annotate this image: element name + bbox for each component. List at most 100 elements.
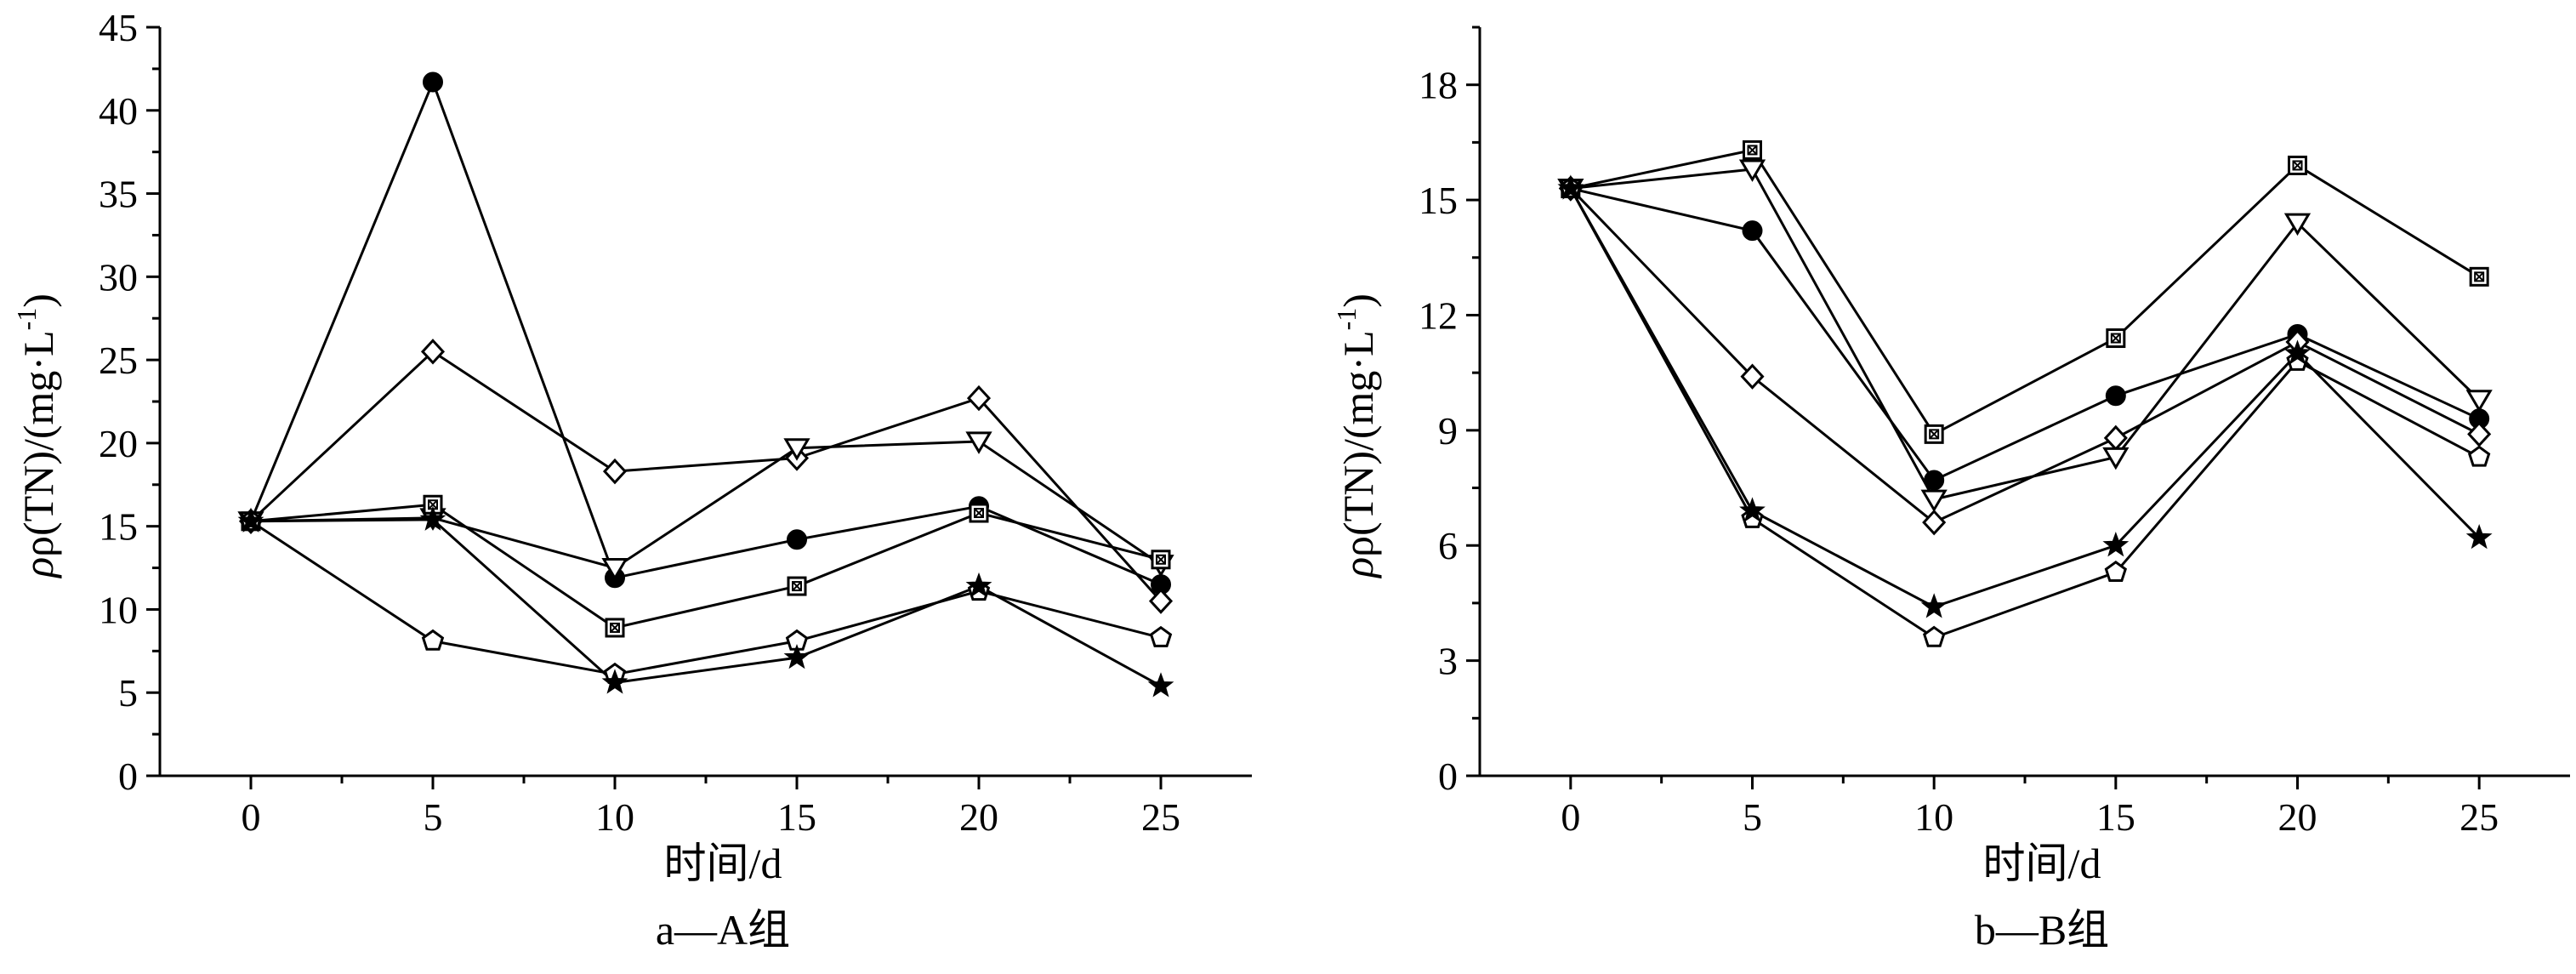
series-line-open-triangle-down (250, 440, 1162, 570)
x-tick-label: 0 (1561, 795, 1580, 839)
y-axis-title-sup: -1 (1331, 308, 1362, 331)
y-tick-label: 10 (99, 588, 138, 631)
data-point-boxed-square (787, 576, 807, 596)
x-axis-title: 时间/d (664, 840, 782, 887)
series-line-open-pentagon (1569, 187, 2480, 640)
data-point-boxed-square (1151, 550, 1171, 570)
data-point-open-diamond (1148, 588, 1174, 614)
data-point-boxed-square (2106, 328, 2126, 349)
y-tick-label: 12 (1419, 293, 1458, 337)
y-axis-title-sup: -1 (11, 308, 42, 331)
data-point-filled-circle (787, 529, 807, 550)
data-point-boxed-square (1743, 140, 1762, 160)
data-point-open-diamond (1740, 363, 1765, 390)
marker-box-cross (2474, 271, 2484, 282)
y-tick-label: 30 (99, 255, 138, 299)
data-point-boxed-square (2469, 266, 2489, 287)
data-point-open-diamond (420, 339, 446, 365)
y-tick-label: 45 (99, 6, 138, 49)
data-point-boxed-square (605, 618, 625, 638)
series-line-filled-star (250, 518, 1162, 687)
data-point-filled-star (419, 505, 446, 531)
x-tick-label: 15 (777, 795, 816, 839)
y-axis-title: ρρ(TN)/(mg·L-1) (11, 293, 62, 579)
chart-panel-a: ρρ(TN)/(mg·L-1) 时间/d a—A组 0 5 10 15 20 25 30 35… (11, 6, 1252, 954)
marker-box-cross (974, 508, 984, 518)
data-point-filled-star (1147, 672, 1174, 698)
y-tick-label: 18 (1419, 64, 1458, 107)
data-point-filled-star (2102, 532, 2130, 557)
y-tick-label: 20 (99, 422, 138, 465)
data-point-open-diamond (602, 458, 628, 485)
marker-box-cross (1929, 429, 1939, 440)
data-point-filled-star (783, 643, 810, 669)
panel-caption: b—B组 (1975, 906, 2109, 954)
x-tick-label: 5 (424, 795, 443, 839)
data-point-filled-star (1920, 593, 1948, 618)
panel-caption: a—A组 (656, 906, 790, 954)
data-point-boxed-square (2288, 155, 2307, 175)
y-tick-label: 40 (99, 89, 138, 133)
data-point-open-pentagon (2104, 560, 2128, 583)
data-point-boxed-square (969, 503, 989, 523)
y-axis-title-close: ) (14, 293, 62, 308)
series-line-open-diamond (249, 350, 1163, 602)
series-line-open-triangle-down (1570, 168, 2481, 501)
y-tick-label: 0 (118, 755, 138, 798)
y-axis-title-main: ρ(TN)/(mg·L (14, 330, 62, 557)
data-point-open-pentagon (1149, 625, 1173, 647)
y-axis-title: ρρ(TN)/(mg·L-1) (1331, 293, 1382, 579)
data-point-filled-star (2465, 524, 2493, 550)
marker-box-cross (428, 499, 438, 510)
x-tick-label: 10 (1914, 795, 1953, 839)
chart-panel-b: ρρ(TN)/(mg·L-1) 时间/d b—B组 0 3 6 9 12 15 18 0 5 10… (1331, 26, 2570, 954)
data-point-open-triangle-down (1738, 159, 1766, 182)
data-point-open-triangle-down (601, 558, 628, 581)
x-tick-label: 10 (595, 795, 634, 839)
data-point-open-diamond (2103, 424, 2128, 452)
y-tick-label: 6 (1438, 524, 1458, 567)
marker-box-cross (2292, 160, 2303, 171)
x-tick-label: 25 (1141, 795, 1180, 839)
y-tick-label: 0 (1438, 755, 1458, 798)
marker-box-cross (2111, 333, 2121, 344)
data-point-filled-star (1739, 497, 1766, 522)
data-point-open-diamond (966, 384, 992, 412)
data-point-open-triangle-down (1920, 489, 1948, 513)
data-point-open-triangle-down (965, 431, 992, 454)
y-axis-title-main: ρ(TN)/(mg·L (1334, 330, 1382, 557)
data-point-filled-circle (2105, 385, 2126, 407)
data-point-open-triangle-down (2283, 213, 2312, 236)
x-tick-label: 5 (1743, 795, 1762, 839)
data-point-filled-circle (1924, 470, 1945, 491)
data-point-filled-star (237, 507, 264, 533)
data-point-boxed-square (1924, 424, 1944, 444)
y-tick-label: 9 (1438, 409, 1458, 453)
y-tick-label: 35 (99, 173, 138, 216)
y-axis-title-close: ) (1334, 293, 1382, 308)
x-axis-title: 时间/d (1983, 840, 2101, 887)
series-line-boxed-square (250, 503, 1162, 629)
data-point-filled-circle (423, 71, 443, 93)
data-point-open-triangle-down (2465, 390, 2493, 413)
x-tick-label: 20 (959, 795, 998, 839)
y-tick-label: 25 (99, 339, 138, 382)
data-point-open-diamond (1922, 509, 1947, 536)
data-point-open-triangle-down (2102, 447, 2130, 470)
series-line-boxed-square (1570, 148, 2480, 436)
x-tick-label: 0 (242, 795, 261, 839)
data-point-filled-star (965, 572, 992, 598)
x-tick-label: 15 (2096, 795, 2135, 839)
data-point-open-diamond (2467, 421, 2492, 447)
y-tick-label: 5 (118, 671, 138, 715)
marker-box-cross (792, 581, 802, 591)
x-tick-label: 25 (2459, 795, 2499, 839)
series-line-filled-circle (1570, 187, 2480, 482)
data-point-filled-star (1557, 174, 1584, 200)
data-point-open-pentagon (1922, 625, 1946, 647)
data-point-filled-star (2284, 339, 2311, 365)
data-point-open-pentagon (2467, 445, 2491, 467)
series-line-open-pentagon (250, 520, 1162, 676)
